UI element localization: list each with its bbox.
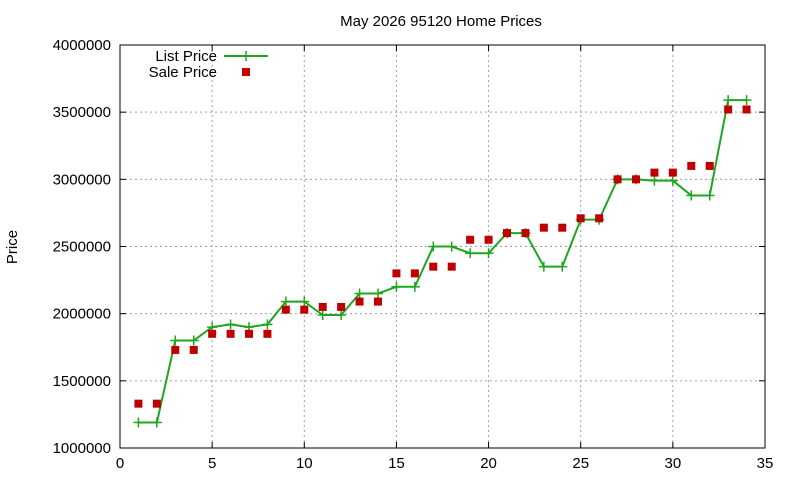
list-price-point [391,281,402,292]
sale-price-point [632,175,640,184]
sale-price-point [355,297,364,306]
list-price-point [649,175,660,186]
sale-price-point [484,235,493,244]
list-price-point [483,248,494,259]
sale-price-point [429,262,438,271]
sale-price-point [558,223,567,232]
sale-price-point [171,345,180,354]
x-tick-label: 5 [208,455,216,472]
sale-price-point [152,399,161,408]
list-price-point [262,319,273,330]
x-tick-label: 35 [757,455,774,472]
x-tick-label: 30 [665,455,682,472]
chart-title: May 2026 95120 Home Prices [340,13,542,30]
x-tick-label: 25 [572,455,589,472]
list-price-point [317,310,328,321]
sale-price-point [742,105,751,114]
sale-price-point [687,161,696,170]
list-price-point [188,335,199,346]
list-price-point [280,296,291,307]
list-price-point [336,310,347,321]
sale-price-point [300,305,309,314]
list-price-point [557,261,568,272]
list-price-point [667,175,678,186]
sale-price-point [245,329,253,338]
list-price-point [446,241,457,252]
sale-price-point [410,269,419,278]
list-price-point [354,288,365,299]
list-price-point [538,261,549,272]
sale-price-point [189,345,198,354]
sale-price-point [668,168,677,177]
sale-price-point [374,297,382,306]
y-tick-label: 2500000 [53,239,111,256]
y-tick-label: 1000000 [53,440,111,457]
sale-price-point [134,399,143,408]
list-price-point [409,281,420,292]
sale-price-point [318,302,327,311]
y-tick-label: 2000000 [53,306,111,323]
list-price-point [428,241,439,252]
sale-price-point [613,175,622,184]
sale-price-point [466,235,475,244]
list-price-point [151,417,162,428]
axis-layer: 0 5 10 15 20 25 30 35 1000000 1500000 2000000 25000… [53,37,774,472]
sale-price-point [705,161,714,170]
sale-price-point [503,229,511,238]
sale-price-point [576,214,585,223]
y-tick-label: 3000000 [53,171,111,188]
y-tick-label: 4000000 [53,37,111,54]
sale-price-point [337,302,346,311]
sale-price-point [226,329,235,338]
x-tick-label: 15 [388,455,405,472]
sale-price-point [263,329,272,338]
sale-price-point [595,214,604,223]
sale-price-point [447,262,456,271]
sale-price-point [281,305,290,314]
legend-label-sale-price: Sale Price [149,64,217,81]
list-price-point [299,296,310,307]
sale-price-point [521,229,530,238]
x-tick-label: 0 [116,455,124,472]
legend-sample-sale-price-marker [242,68,250,76]
list-price-point [465,248,476,259]
legend: List Price Sale Price [149,48,268,81]
sale-price-point [650,168,659,177]
list-price-line [138,99,747,424]
legend-label-list-price: List Price [155,48,217,65]
y-axis-label: Price [4,230,21,264]
x-tick-label: 10 [296,455,313,472]
y-tick-label: 3500000 [53,104,111,121]
sale-price-point [208,329,217,338]
list-price-point [741,95,752,106]
series-layer [133,95,752,428]
list-price-point [723,95,734,106]
list-price-point [704,190,715,201]
sale-price-point [392,269,401,278]
list-price-point [373,288,383,299]
plot-border [119,44,766,449]
legend-sample-list-price-marker [241,51,251,61]
x-tick-label: 20 [480,455,497,472]
sale-price-point [724,105,733,114]
list-price-point [225,319,236,330]
sale-price-point [539,223,548,232]
list-price-point [686,190,697,201]
y-tick-label: 1500000 [53,373,111,390]
grid-layer [120,45,765,448]
list-price-point [133,417,144,428]
list-price-point [170,335,181,346]
